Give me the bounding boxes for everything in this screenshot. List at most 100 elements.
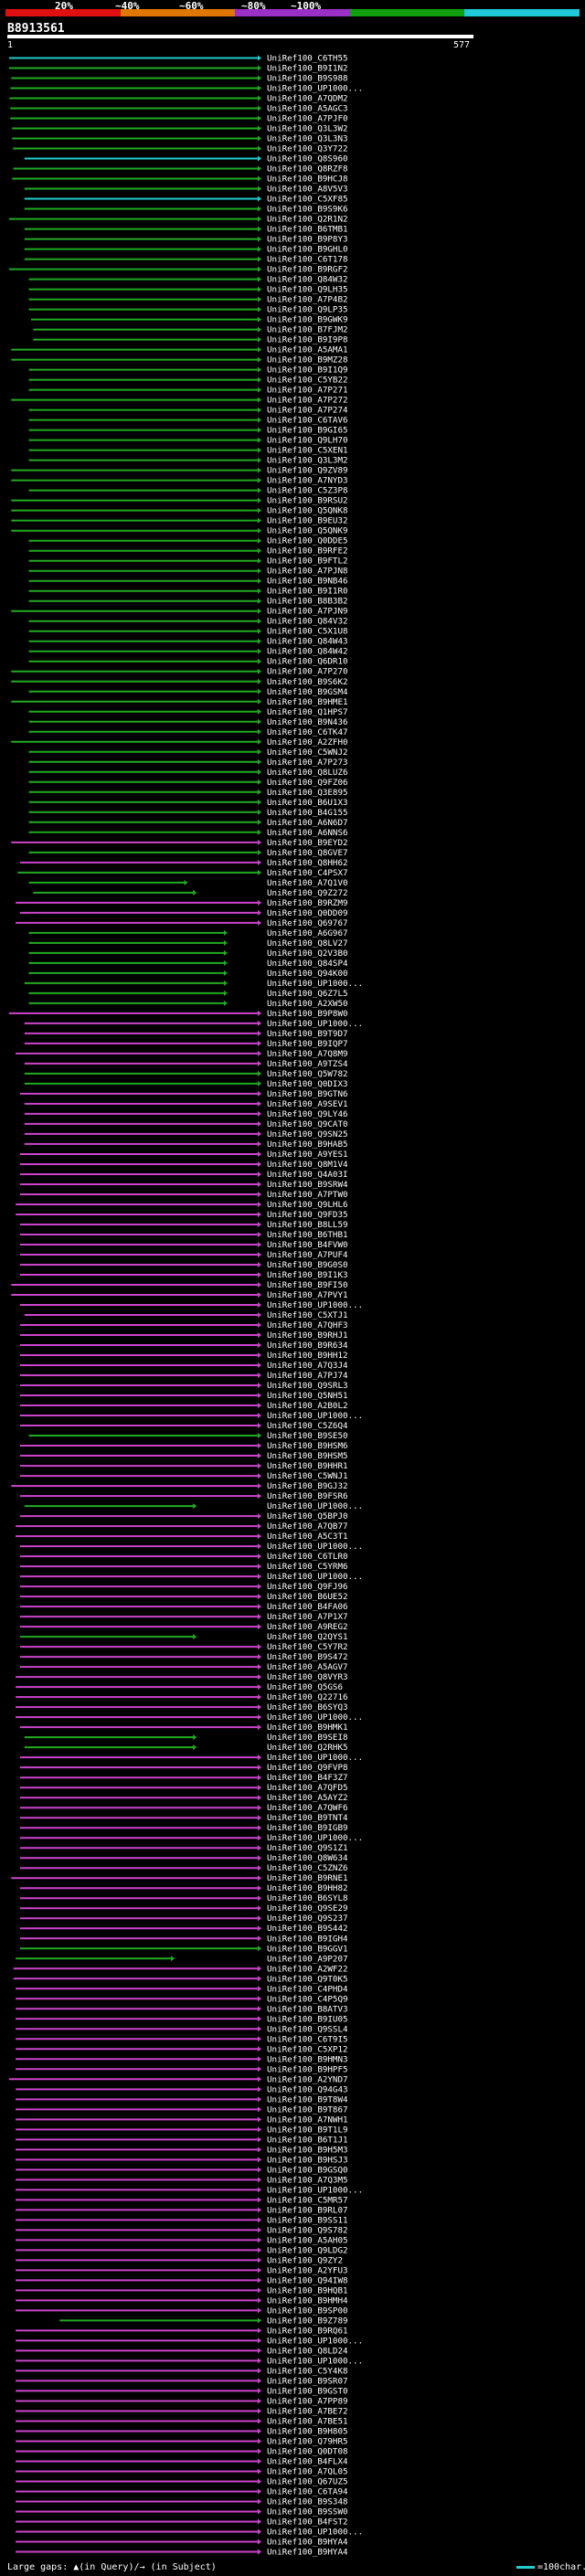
hit-label[interactable]: UniRef100_Q79HR5 bbox=[267, 2436, 348, 2446]
hit-label[interactable]: UniRef100_Q8HH62 bbox=[267, 858, 348, 868]
hit-label[interactable]: UniRef100_B9H805 bbox=[267, 2426, 348, 2436]
hit-label[interactable]: UniRef100_Q9S237 bbox=[267, 1913, 348, 1924]
hit-label[interactable]: UniRef100_C5Y4K8 bbox=[267, 2366, 348, 2376]
hit-label[interactable]: UniRef100_Q8LV27 bbox=[267, 938, 348, 949]
hit-label[interactable]: UniRef100_Q9SE29 bbox=[267, 1903, 348, 1913]
hit-label[interactable]: UniRef100_Q94G43 bbox=[267, 2084, 348, 2094]
hit-label[interactable]: UniRef100_B9HMN3 bbox=[267, 2054, 348, 2064]
hit-label[interactable]: UniRef100_B6SYL8 bbox=[267, 1893, 348, 1903]
hit-label[interactable]: UniRef100_B9EU32 bbox=[267, 516, 348, 526]
hit-label[interactable]: UniRef100_B9I9P8 bbox=[267, 335, 348, 345]
hit-label[interactable]: UniRef100_B6SYQ3 bbox=[267, 1702, 348, 1712]
hit-label[interactable]: UniRef100_A7NWH1 bbox=[267, 2115, 348, 2125]
hit-label[interactable]: UniRef100_B9S6K2 bbox=[267, 677, 348, 687]
hit-label[interactable]: UniRef100_B9I1R0 bbox=[267, 587, 348, 597]
hit-label[interactable]: UniRef100_B9GSM4 bbox=[267, 687, 348, 697]
hit-label[interactable]: UniRef100_Q84W32 bbox=[267, 275, 348, 285]
hit-label[interactable]: UniRef100_C4PSX7 bbox=[267, 868, 348, 878]
hit-label[interactable]: UniRef100_B9I1K3 bbox=[267, 1270, 348, 1280]
hit-label[interactable]: UniRef100_UP1000... bbox=[267, 1833, 363, 1843]
hit-label[interactable]: UniRef100_Q5W782 bbox=[267, 1069, 348, 1079]
hit-label[interactable]: UniRef100_B7FJM2 bbox=[267, 325, 348, 335]
hit-label[interactable]: UniRef100_Q0DIX3 bbox=[267, 1079, 348, 1089]
hit-label[interactable]: UniRef100_A7Q8M9 bbox=[267, 1049, 348, 1059]
hit-label[interactable]: UniRef100_UP1000... bbox=[267, 2185, 363, 2195]
hit-label[interactable]: UniRef100_B9GGV1 bbox=[267, 1944, 348, 1954]
hit-label[interactable]: UniRef100_Q3L3W2 bbox=[267, 124, 348, 134]
hit-label[interactable]: UniRef100_Q9SN25 bbox=[267, 1129, 348, 1140]
hit-label[interactable]: UniRef100_B9HPF5 bbox=[267, 2064, 348, 2074]
hit-label[interactable]: UniRef100_Q9T0K5 bbox=[267, 1974, 348, 1984]
hit-label[interactable]: UniRef100_Q67UZ5 bbox=[267, 2476, 348, 2486]
hit-label[interactable]: UniRef100_C4PHD4 bbox=[267, 1984, 348, 1994]
hit-label[interactable]: UniRef100_Q9LY46 bbox=[267, 1109, 348, 1119]
hit-label[interactable]: UniRef100_B9HH82 bbox=[267, 1883, 348, 1893]
hit-label[interactable]: UniRef100_C5XP12 bbox=[267, 2044, 348, 2054]
hit-label[interactable]: UniRef100_B9SRW4 bbox=[267, 1180, 348, 1190]
hit-label[interactable]: UniRef100_Q9ZY2 bbox=[267, 2255, 343, 2265]
hit-label[interactable]: UniRef100_B9IU05 bbox=[267, 2014, 348, 2024]
hit-label[interactable]: UniRef100_A5AYZ2 bbox=[267, 1793, 348, 1803]
hit-label[interactable]: UniRef100_Q8GVE7 bbox=[267, 848, 348, 858]
hit-label[interactable]: UniRef100_A7P1X7 bbox=[267, 1612, 348, 1622]
hit-label[interactable]: UniRef100_B6UE52 bbox=[267, 1592, 348, 1602]
hit-label[interactable]: UniRef100_B9T8W4 bbox=[267, 2094, 348, 2104]
hit-label[interactable]: UniRef100_Q2R1N2 bbox=[267, 215, 348, 225]
hit-label[interactable]: UniRef100_Q9FZ06 bbox=[267, 778, 348, 788]
hit-label[interactable]: UniRef100_B9RNE1 bbox=[267, 1873, 348, 1883]
hit-label[interactable]: UniRef100_A7PVY1 bbox=[267, 1290, 348, 1300]
hit-label[interactable]: UniRef100_B9RL07 bbox=[267, 2205, 348, 2215]
hit-label[interactable]: UniRef100_B9HMK1 bbox=[267, 1723, 348, 1733]
hit-label[interactable]: UniRef100_B4F3Z7 bbox=[267, 1773, 348, 1783]
hit-label[interactable]: UniRef100_B9RHJ1 bbox=[267, 1330, 348, 1341]
hit-label[interactable]: UniRef100_B9HMH4 bbox=[267, 2295, 348, 2306]
hit-label[interactable]: UniRef100_A7PUF4 bbox=[267, 1250, 348, 1260]
hit-label[interactable]: UniRef100_A7PJF0 bbox=[267, 114, 348, 124]
hit-label[interactable]: UniRef100_C5YB22 bbox=[267, 376, 348, 386]
hit-label[interactable]: UniRef100_B9SS11 bbox=[267, 2215, 348, 2225]
hit-label[interactable]: UniRef100_UP1000... bbox=[267, 1019, 363, 1029]
hit-label[interactable]: UniRef100_A7P274 bbox=[267, 406, 348, 416]
hit-label[interactable]: UniRef100_A5AGC3 bbox=[267, 104, 348, 114]
hit-label[interactable]: UniRef100_Q8LD24 bbox=[267, 2346, 348, 2356]
hit-label[interactable]: UniRef100_Q3Y722 bbox=[267, 144, 348, 154]
hit-label[interactable]: UniRef100_B9RFE2 bbox=[267, 546, 348, 557]
hit-label[interactable]: UniRef100_B4FLX4 bbox=[267, 2456, 348, 2466]
hit-label[interactable]: UniRef100_B9T1L9 bbox=[267, 2125, 348, 2135]
hit-label[interactable]: UniRef100_A7QFD5 bbox=[267, 1783, 348, 1793]
hit-label[interactable]: UniRef100_C6TLR0 bbox=[267, 1552, 348, 1562]
hit-label[interactable]: UniRef100_B9SSW0 bbox=[267, 2507, 348, 2517]
hit-label[interactable]: UniRef100_Q9CAT0 bbox=[267, 1119, 348, 1129]
hit-label[interactable]: UniRef100_UP1000... bbox=[267, 2527, 363, 2537]
hit-label[interactable]: UniRef100_B9HME1 bbox=[267, 697, 348, 707]
hit-label[interactable]: UniRef100_B9HHR1 bbox=[267, 1461, 348, 1471]
hit-label[interactable]: UniRef100_Q2QYS1 bbox=[267, 1632, 348, 1642]
hit-label[interactable]: UniRef100_C5YRM6 bbox=[267, 1562, 348, 1572]
hit-label[interactable]: UniRef100_B9IGB9 bbox=[267, 1823, 348, 1833]
hit-label[interactable]: UniRef100_B9R634 bbox=[267, 1341, 348, 1351]
hit-label[interactable]: UniRef100_B9FTL2 bbox=[267, 557, 348, 567]
hit-label[interactable]: UniRef100_Q9LH35 bbox=[267, 285, 348, 295]
hit-label[interactable]: UniRef100_B8LL59 bbox=[267, 1220, 348, 1230]
hit-label[interactable]: UniRef100_A7Q3J4 bbox=[267, 1361, 348, 1371]
hit-label[interactable]: UniRef100_C6T9I5 bbox=[267, 2034, 348, 2044]
hit-label[interactable]: UniRef100_Q5NH51 bbox=[267, 1391, 348, 1401]
hit-label[interactable]: UniRef100_B9MZ28 bbox=[267, 355, 348, 366]
hit-label[interactable]: UniRef100_Q5GS6 bbox=[267, 1682, 343, 1692]
hit-label[interactable]: UniRef100_A6G967 bbox=[267, 928, 348, 938]
hit-label[interactable]: UniRef100_B9SEI8 bbox=[267, 1733, 348, 1743]
hit-label[interactable]: UniRef100_B9SR07 bbox=[267, 2376, 348, 2386]
hit-label[interactable]: UniRef100_A7QHF3 bbox=[267, 1320, 348, 1330]
hit-label[interactable]: UniRef100_B9GST0 bbox=[267, 2386, 348, 2396]
hit-label[interactable]: UniRef100_C5XTJ1 bbox=[267, 1310, 348, 1320]
hit-label[interactable]: UniRef100_B9S9K6 bbox=[267, 205, 348, 215]
hit-label[interactable]: UniRef100_Q6DR10 bbox=[267, 657, 348, 667]
hit-label[interactable]: UniRef100_A8V5V3 bbox=[267, 185, 348, 195]
hit-label[interactable]: UniRef100_C5X1U8 bbox=[267, 627, 348, 637]
hit-label[interactable]: UniRef100_B9HSM6 bbox=[267, 1441, 348, 1451]
hit-label[interactable]: UniRef100_Q5QNK8 bbox=[267, 506, 348, 516]
hit-label[interactable]: UniRef100_Q2V3B0 bbox=[267, 949, 348, 959]
hit-label[interactable]: UniRef100_Q94K00 bbox=[267, 969, 348, 979]
hit-label[interactable]: UniRef100_UP1000... bbox=[267, 1542, 363, 1552]
hit-label[interactable]: UniRef100_Q9FD35 bbox=[267, 1210, 348, 1220]
